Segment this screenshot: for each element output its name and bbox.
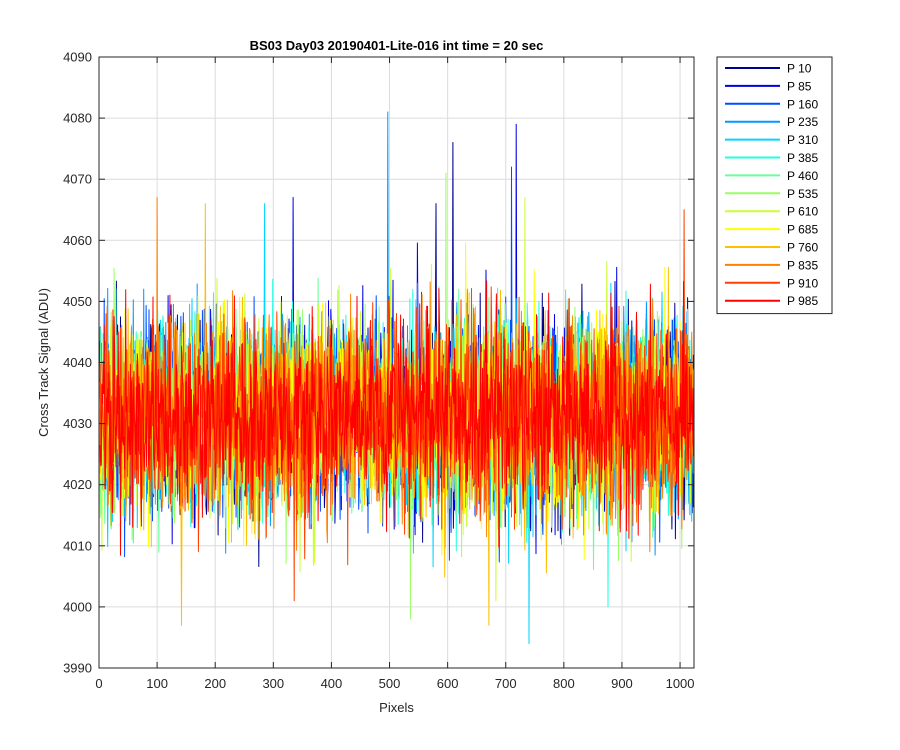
y-tick-label: 4060	[63, 233, 92, 248]
y-tick-label: 4000	[63, 599, 92, 614]
legend-label: P 310	[787, 133, 818, 147]
x-tick-label: 200	[204, 676, 226, 691]
y-tick-label: 4070	[63, 172, 92, 187]
series-line	[99, 280, 695, 556]
x-tick-label: 100	[146, 676, 168, 691]
y-tick-label: 4080	[63, 111, 92, 126]
series-layer	[99, 111, 695, 645]
y-axis-label: Cross Track Signal (ADU)	[36, 288, 51, 437]
legend-label: P 610	[787, 205, 818, 219]
legend: P 10 P 85 P 160 P 235 P 310 P 385 P 460 P 535 P …	[716, 56, 833, 315]
x-tick-label: 800	[553, 676, 575, 691]
legend-label: P 385	[787, 151, 818, 165]
axis-ticks: 0 100 200 300 400 500 600 700 800 900 1000 3990 4000…	[63, 50, 694, 692]
x-tick-label: 1000	[666, 676, 695, 691]
y-tick-label: 4040	[63, 355, 92, 370]
legend-label: P 760	[787, 241, 818, 255]
legend-label: P 460	[787, 169, 818, 183]
y-tick-label: 4020	[63, 477, 92, 492]
x-tick-label: 600	[437, 676, 459, 691]
y-tick-label: 4050	[63, 294, 92, 309]
legend-label: P 160	[787, 97, 818, 111]
legend-label: P 85	[787, 79, 812, 93]
legend-label: P 10	[787, 62, 812, 76]
y-tick-label: 4090	[63, 50, 92, 65]
chart-title: BS03 Day03 20190401-Lite-016 int time = …	[250, 38, 544, 53]
legend-label: P 910	[787, 276, 818, 290]
legend-label: P 985	[787, 294, 818, 308]
legend-label: P 235	[787, 115, 818, 129]
x-tick-label: 400	[321, 676, 343, 691]
y-tick-label: 4030	[63, 416, 92, 431]
x-axis-label: Pixels	[379, 700, 414, 715]
x-tick-label: 900	[611, 676, 633, 691]
x-tick-label: 700	[495, 676, 517, 691]
legend-box	[716, 56, 833, 315]
x-tick-label: 0	[95, 676, 102, 691]
x-tick-label: 500	[379, 676, 401, 691]
y-tick-label: 4010	[63, 538, 92, 553]
y-tick-label: 3990	[63, 661, 92, 676]
legend-label: P 535	[787, 187, 818, 201]
x-tick-label: 300	[262, 676, 284, 691]
series-line	[99, 209, 695, 602]
legend-label: P 685	[787, 223, 818, 237]
legend-label: P 835	[787, 258, 818, 272]
